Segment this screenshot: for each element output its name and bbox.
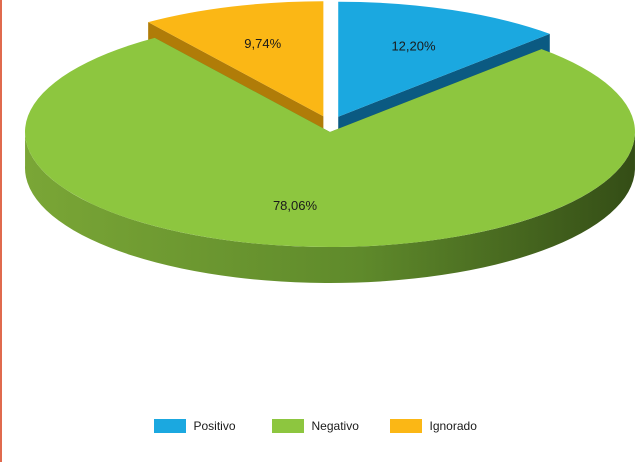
legend-swatch-negativo <box>271 419 304 433</box>
legend-label-ignorado: Ignorado <box>429 419 477 433</box>
pie-chart: 12,20% 78,06% 9,74% <box>24 1 635 284</box>
page-left-border <box>0 0 2 462</box>
legend-swatch-positivo <box>153 419 186 433</box>
legend-swatch-ignorado <box>389 419 422 433</box>
slice-ignorado <box>148 1 324 117</box>
slice-negativo <box>24 37 635 248</box>
legend-label-negativo: Negativo <box>311 419 359 433</box>
slice-label-negativo: 78,06% <box>273 198 318 213</box>
legend-item-negativo: Negativo <box>271 419 366 433</box>
slice-label-positivo: 12,20% <box>391 38 436 53</box>
legend-item-ignorado: Ignorado <box>389 419 484 433</box>
slice-label-ignorado: 9,74% <box>244 36 281 51</box>
slice-positivo <box>338 1 550 117</box>
legend: Positivo Negativo Ignorado <box>0 414 637 438</box>
legend-label-positivo: Positivo <box>193 419 236 433</box>
legend-item-positivo: Positivo <box>153 419 248 433</box>
slice-negativo-side <box>24 129 635 284</box>
